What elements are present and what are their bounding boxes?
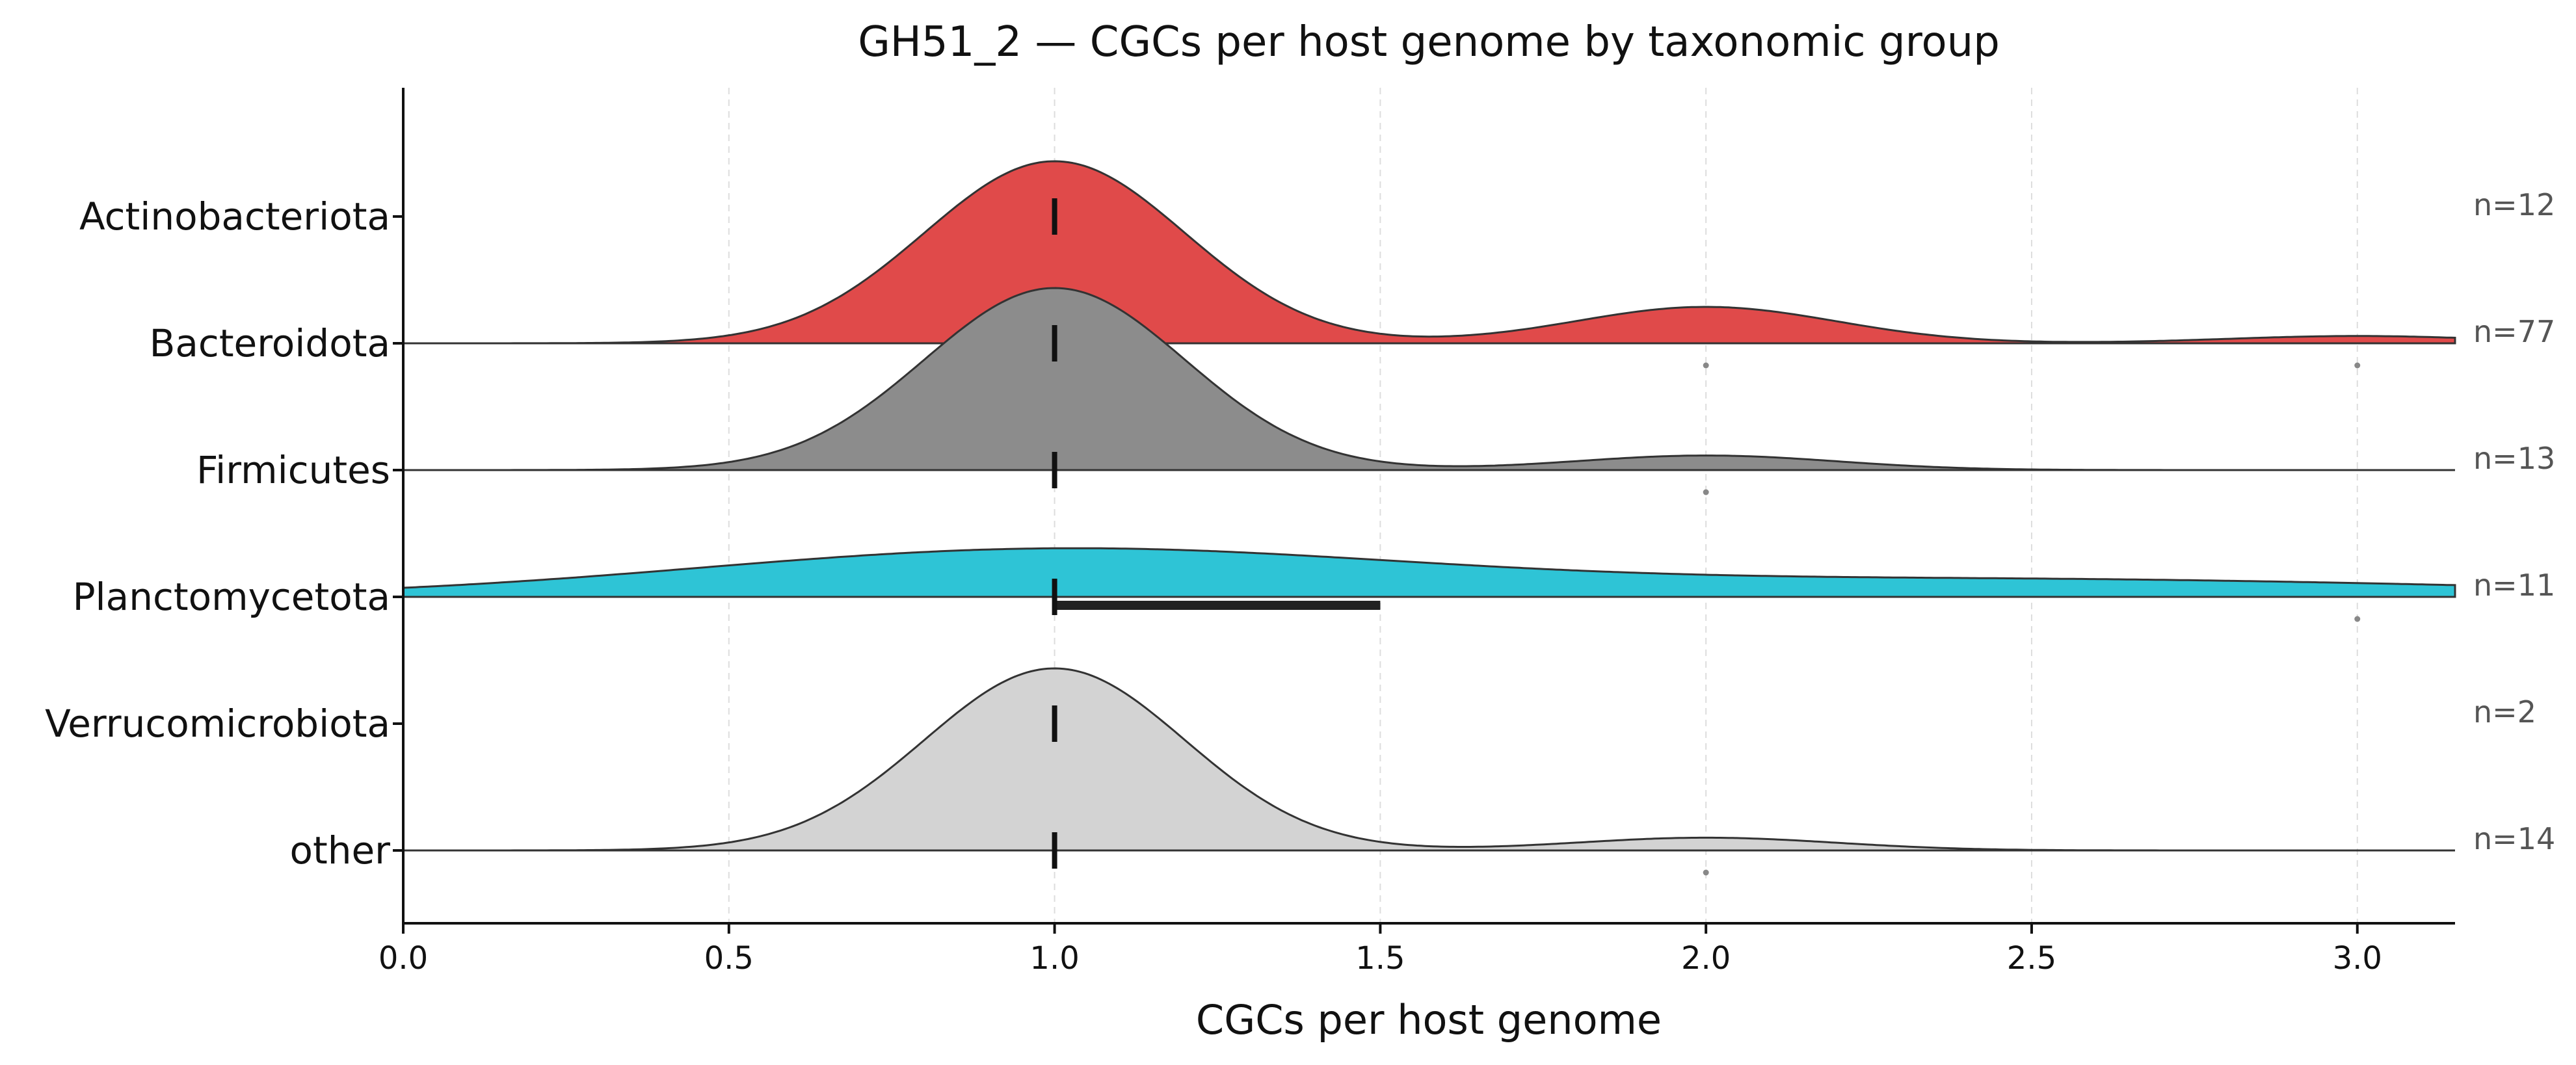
outlier-point: [1703, 489, 1709, 495]
x-axis-label: CGCs per host genome: [1196, 996, 1662, 1044]
x-tick-label: 1.5: [1355, 940, 1405, 977]
category-label: Actinobacteriota: [79, 194, 390, 239]
ridge-layer: [402, 160, 2456, 852]
x-tick-label: 2.0: [1681, 940, 1731, 977]
outlier-point: [2354, 616, 2361, 622]
category-label: Verrucomicrobiota: [45, 702, 390, 746]
outlier-point: [2354, 362, 2361, 369]
x-tick-label: 1.0: [1029, 940, 1079, 977]
category-label: other: [289, 828, 390, 873]
count-label: n=13: [2473, 441, 2555, 476]
count-label: n=14: [2473, 821, 2555, 856]
density-ridge: [403, 287, 2455, 471]
category-label: Bacteroidota: [150, 321, 390, 365]
density-ridge: [403, 667, 2455, 852]
category-label: Planctomycetota: [73, 575, 390, 619]
density-ridge: [402, 547, 2456, 598]
x-tick-label: 0.0: [378, 940, 428, 977]
density-ridge: [403, 160, 2456, 345]
chart-title: GH51_2 — CGCs per host genome by taxonom…: [858, 18, 2000, 66]
outlier-point: [1703, 869, 1709, 876]
outlier-point: [1703, 362, 1709, 369]
x-tick-label: 0.5: [704, 940, 754, 977]
x-tick-label: 3.0: [2333, 940, 2382, 977]
axes-layer: [402, 88, 2455, 925]
count-label: n=77: [2473, 314, 2555, 349]
count-label: n=11: [2473, 568, 2555, 603]
mark-layer: [1052, 198, 2361, 876]
iqr-bar: [1054, 601, 1381, 610]
count-label: n=2: [2473, 694, 2536, 730]
count-label: n=12: [2473, 187, 2555, 222]
x-tick-label: 2.5: [2007, 940, 2056, 977]
category-label: Firmicutes: [196, 448, 390, 492]
label-layer: 0.0 0.5 1.0 1.5 2.0 2.5 3.0 Actinobacteriota n=1…: [45, 187, 2555, 977]
